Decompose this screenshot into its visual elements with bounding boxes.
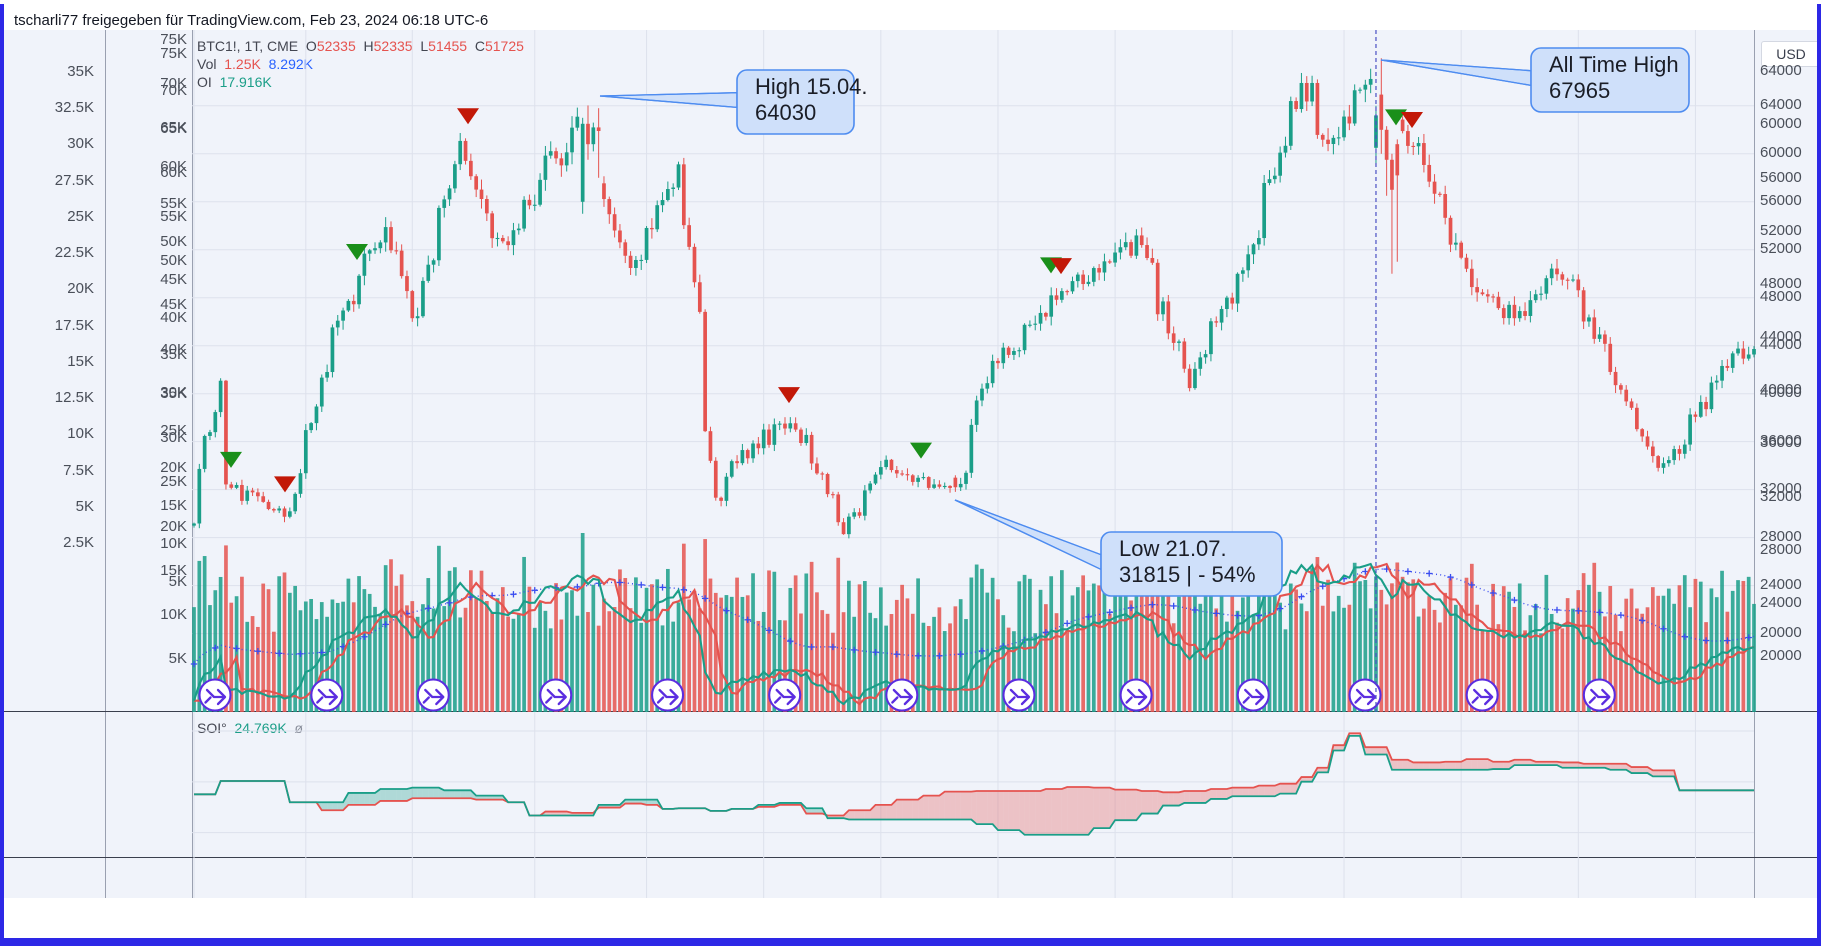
svg-text:Low 21.07.: Low 21.07. [1119, 536, 1227, 561]
svg-text:31815 | - 54%: 31815 | - 54% [1119, 562, 1256, 587]
svg-text:64030: 64030 [755, 100, 816, 125]
svg-text:67965: 67965 [1549, 78, 1610, 103]
svg-text:All Time High: All Time High [1549, 52, 1679, 77]
svg-text:High 15.04.: High 15.04. [755, 74, 868, 99]
